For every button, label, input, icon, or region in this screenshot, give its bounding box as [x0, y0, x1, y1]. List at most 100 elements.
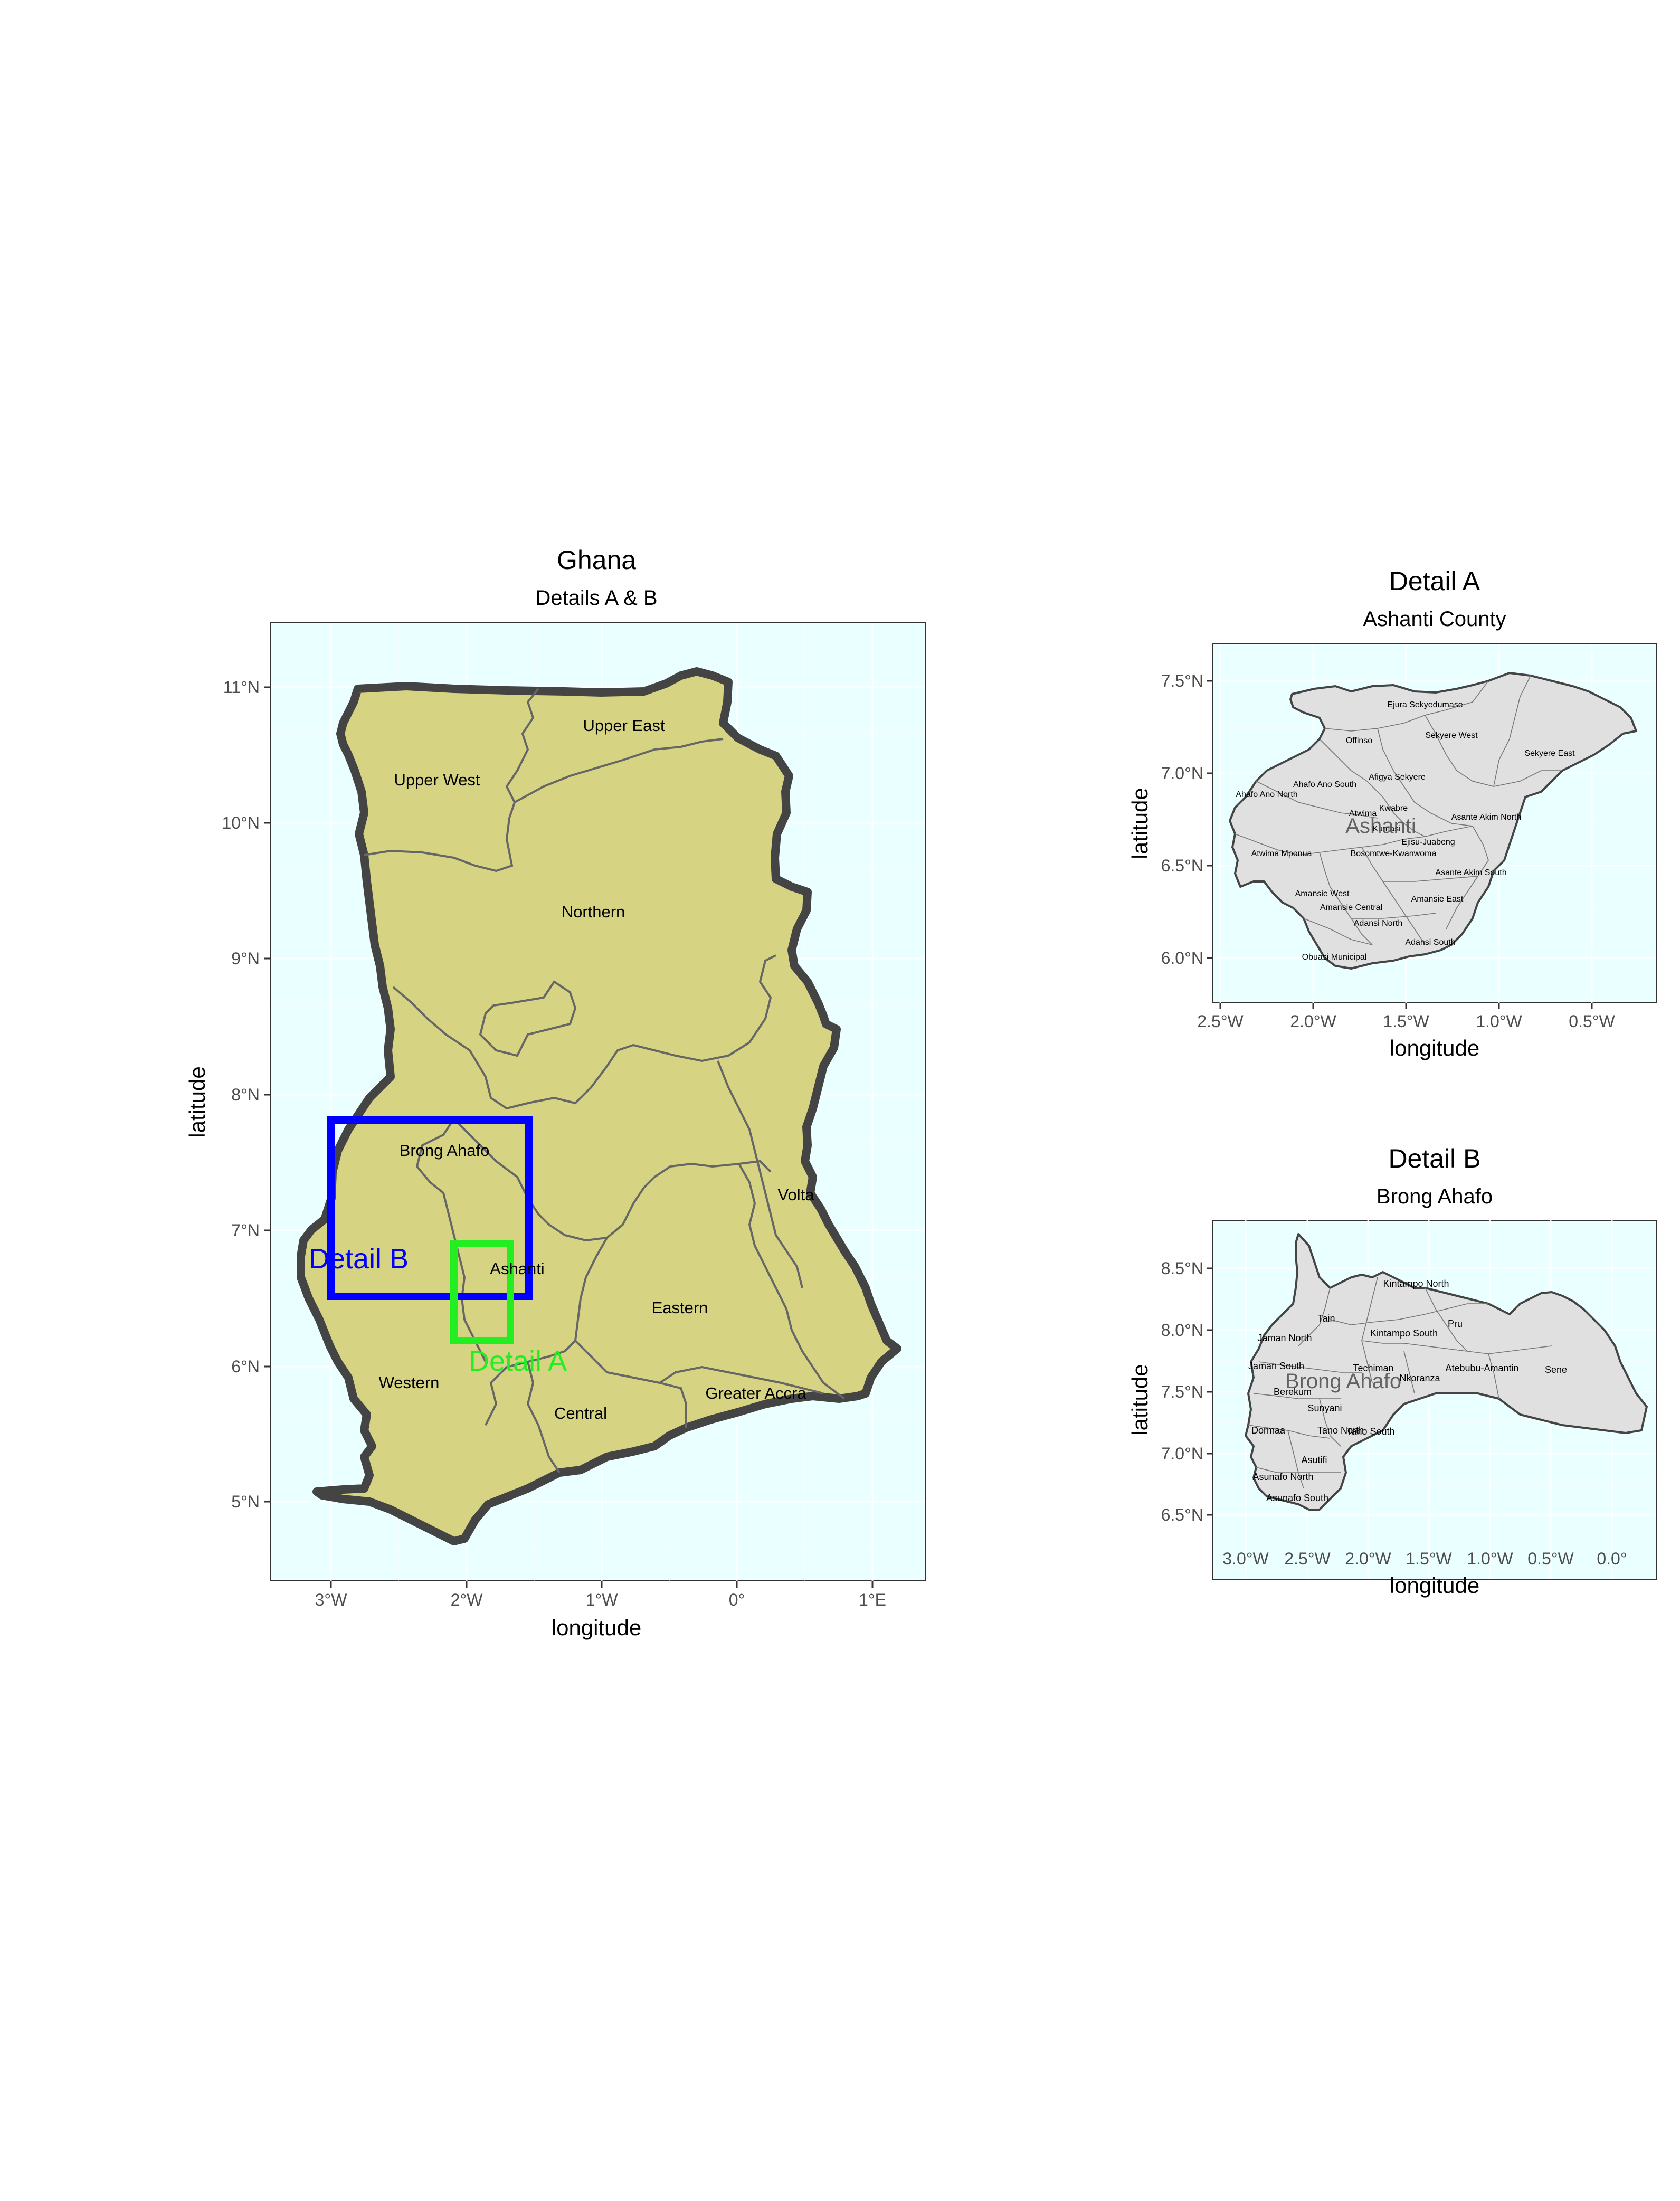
main-map-title: Ghana — [557, 545, 636, 575]
detail-a-y-axis-title: latitude — [1127, 788, 1152, 859]
detail-b-box — [327, 1116, 533, 1300]
region-label-volta: Volta — [778, 1185, 815, 1204]
district-label: Techiman — [1353, 1363, 1393, 1373]
y-tick-label: 6.5°N — [1161, 856, 1203, 875]
region-label-upper-east: Upper East — [583, 716, 665, 735]
district-label: Ejisu-Juabeng — [1401, 838, 1455, 847]
y-tick-label: 6.5°N — [1161, 1505, 1203, 1524]
y-tick-label: 8°N — [231, 1085, 260, 1104]
detail-a-x-axis-title: longitude — [1390, 1036, 1479, 1060]
district-label: Asante Akim South — [1435, 868, 1506, 877]
district-label: Asunafo South — [1266, 1493, 1328, 1503]
detail-b-region-overlay-label: Brong Ahafo — [1285, 1370, 1401, 1393]
x-tick-label: 1.0°W — [1476, 1012, 1522, 1031]
district-label: Offinso — [1346, 736, 1373, 745]
y-tick-label: 10°N — [222, 813, 260, 832]
main-map-x-axis-title: longitude — [552, 1615, 641, 1640]
district-label: Adansi South — [1405, 938, 1455, 947]
district-label: Tano North — [1317, 1425, 1364, 1436]
ashanti-region-shape — [1229, 672, 1637, 970]
x-tick-label: 2.5°W — [1197, 1012, 1244, 1031]
district-label: Dormaa — [1251, 1425, 1286, 1436]
region-label-central: Central — [554, 1404, 607, 1422]
y-tick-label: 7.0°N — [1161, 1444, 1203, 1463]
district-label: Amansie East — [1411, 895, 1464, 904]
main-map-region-borders — [364, 688, 846, 1474]
district-label: Asante Akim North — [1451, 813, 1522, 822]
main-map-panel: Ghana Details A & B — [185, 545, 926, 1640]
district-label: Berekum — [1274, 1387, 1312, 1397]
detail-b-box-label: Detail B — [309, 1243, 409, 1275]
district-label: Kumasi — [1372, 824, 1400, 833]
district-label: Sekyere West — [1425, 731, 1478, 740]
y-tick-label: 9°N — [231, 949, 260, 968]
detail-a-district-borders — [1235, 675, 1562, 945]
brong-ahafo-region-shape — [1245, 1233, 1648, 1511]
x-tick-label: 2°W — [451, 1590, 483, 1609]
detail-b-y-axis-title: latitude — [1127, 1364, 1152, 1435]
x-tick-label: 0° — [729, 1590, 745, 1609]
x-tick-label: 1.5°W — [1406, 1549, 1452, 1568]
region-label-western: Western — [379, 1373, 440, 1392]
detail-a-x-axis: 2.5°W 2.0°W 1.5°W 1.0°W 0.5°W — [1197, 1003, 1616, 1031]
district-label: Sene — [1545, 1364, 1567, 1375]
main-map-subtitle: Details A & B — [535, 586, 657, 610]
y-tick-label: 7.5°N — [1161, 671, 1203, 690]
x-tick-label: 1°W — [586, 1590, 619, 1609]
main-map-region-labels: Upper East Upper West Northern Brong Aha… — [379, 716, 815, 1422]
x-tick-label: 2.0°W — [1345, 1549, 1391, 1568]
district-label: Afigya Sekyere — [1369, 773, 1426, 782]
detail-b-panel: Detail B Brong Ahafo — [1127, 1144, 1657, 1598]
district-label: Ahafo Ano North — [1236, 790, 1297, 799]
detail-b-x-axis-title: longitude — [1390, 1573, 1479, 1598]
detail-b-district-labels: Kintampo North Tain Pru Jaman North Kint… — [1248, 1278, 1567, 1503]
district-label: Nkoranza — [1399, 1373, 1440, 1383]
main-map-y-axis: 5°N 6°N 7°N 8°N 9°N 10°N 11°N — [222, 678, 271, 1511]
y-tick-label: 7.5°N — [1161, 1382, 1203, 1401]
x-tick-label: 1.0°W — [1467, 1549, 1513, 1568]
y-tick-label: 6.0°N — [1161, 948, 1203, 967]
detail-a-box — [450, 1240, 514, 1344]
district-label: Bosomtwe-Kwanwoma — [1351, 849, 1437, 858]
district-label: Sunyani — [1307, 1403, 1342, 1413]
district-label: Ejura Sekyedumase — [1387, 700, 1463, 709]
x-tick-label: 0.5°W — [1527, 1549, 1574, 1568]
region-label-brong-ahafo: Brong Ahafo — [400, 1141, 490, 1160]
district-label: Amansie West — [1295, 889, 1350, 898]
x-tick-label: 1°E — [859, 1590, 886, 1609]
detail-a-subtitle: Ashanti County — [1363, 608, 1506, 631]
x-tick-label: 0.0° — [1597, 1549, 1627, 1568]
y-tick-label: 5°N — [231, 1492, 260, 1511]
y-tick-label: 6°N — [231, 1357, 260, 1376]
x-tick-label: 0.5°W — [1569, 1012, 1615, 1031]
main-map-x-axis: 3°W 2°W 1°W 0° 1°E — [315, 1581, 886, 1609]
detail-b-x-axis: 3.0°W 2.5°W 2.0°W 1.5°W 1.0°W 0.5°W 0.0° — [1222, 1549, 1627, 1568]
detail-a-panel: Detail A Ashanti County — [1127, 566, 1657, 1060]
y-tick-label: 7.0°N — [1161, 764, 1203, 783]
district-label: Ahafo Ano South — [1293, 780, 1356, 789]
detail-a-box-label: Detail A — [469, 1345, 567, 1377]
detail-b-subtitle: Brong Ahafo — [1377, 1185, 1493, 1208]
district-label: Asunafo North — [1252, 1472, 1313, 1482]
region-label-eastern: Eastern — [652, 1298, 708, 1317]
y-tick-label: 7°N — [231, 1221, 260, 1240]
district-label: Jaman North — [1257, 1333, 1312, 1343]
ghana-country-shape — [297, 667, 901, 1545]
main-map-y-axis-title: latitude — [185, 1066, 210, 1137]
x-tick-label: 3°W — [315, 1590, 348, 1609]
detail-a-region-overlay-label: Ashanti — [1345, 814, 1416, 838]
x-tick-label: 1.5°W — [1383, 1012, 1429, 1031]
district-label: Amansie Central — [1320, 903, 1382, 912]
detail-b-district-borders — [1248, 1277, 1552, 1489]
district-label: Kintampo South — [1370, 1328, 1438, 1339]
region-label-greater-accra: Greater Accra — [705, 1384, 806, 1402]
region-label-ashanti: Ashanti — [490, 1259, 544, 1278]
y-tick-label: 11°N — [223, 678, 260, 697]
x-tick-label: 2.5°W — [1284, 1549, 1331, 1568]
district-label: Asutifi — [1301, 1455, 1327, 1465]
x-tick-label: 3.0°W — [1222, 1549, 1269, 1568]
detail-b-y-axis: 6.5°N 7.0°N 7.5°N 8.0°N 8.5°N — [1161, 1259, 1213, 1524]
district-label: Adansi North — [1354, 919, 1403, 928]
detail-b-title: Detail B — [1388, 1144, 1480, 1173]
